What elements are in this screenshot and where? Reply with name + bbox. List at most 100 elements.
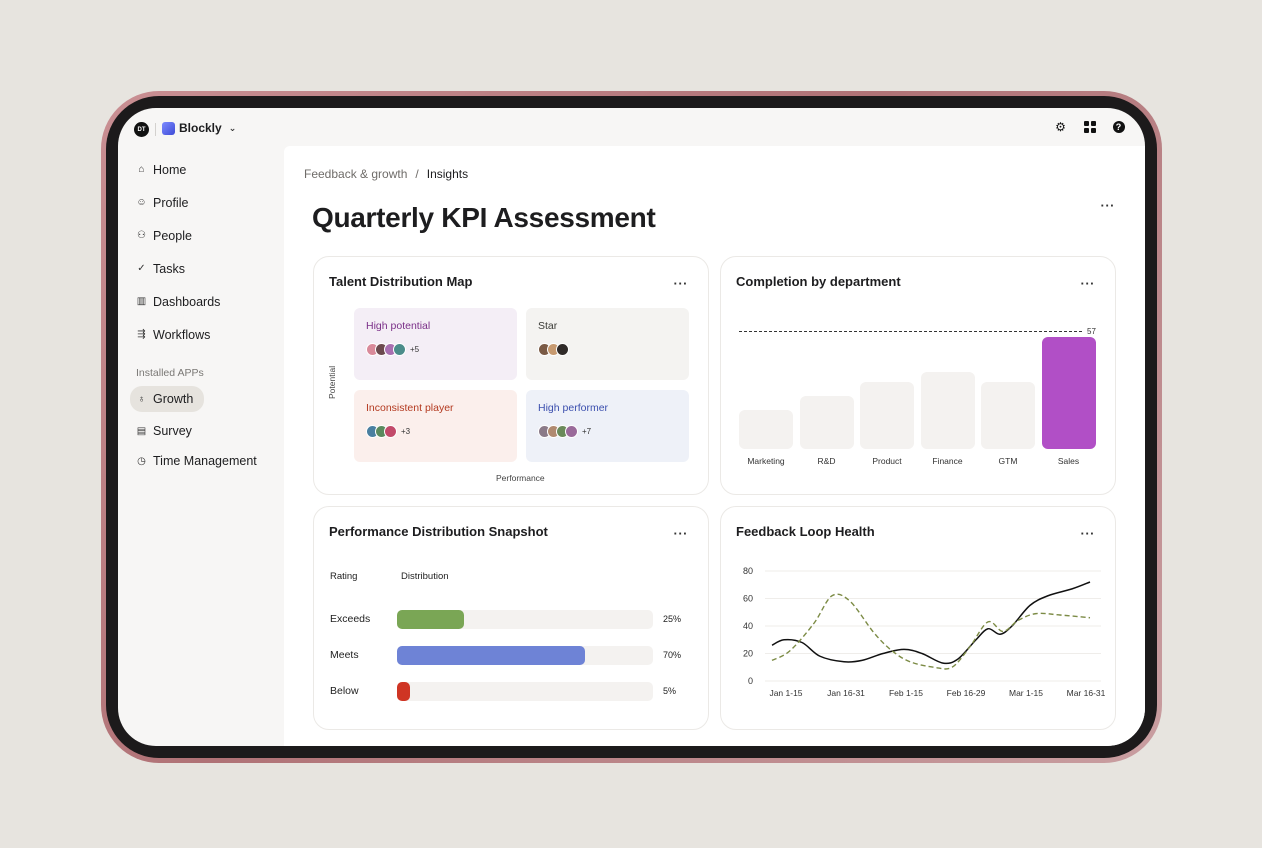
sidebar-item-label: People [153,228,192,243]
distribution-bar-below[interactable] [397,682,411,701]
sidebar-item-growth[interactable]: ♁ Growth [130,386,204,412]
sidebar-item-label: Tasks [153,261,185,276]
sidebar-item-label: Survey [153,424,192,438]
distribution-bar-exceeds[interactable] [397,610,465,629]
sidebar-item-dashboards[interactable]: ▥ Dashboards [128,285,278,318]
bar-gtm[interactable] [981,381,1035,449]
quadrant-high-potential[interactable]: High potential +5 [354,308,517,380]
card-more-button[interactable]: ··· [673,526,688,541]
sidebar-item-profile[interactable]: ☺ Profile [128,186,278,219]
sidebar: ⌂ Home ☺ Profile ⚇ People ✓ Tasks ▥ Dashboard… [128,153,278,476]
bar-finance[interactable] [920,371,975,449]
y-tick-label: 0 [748,676,753,686]
avatar-overflow-count: +3 [401,427,411,436]
breadcrumb-parent[interactable]: Feedback & growth [304,167,408,181]
completion-card: Completion by department ··· 57 Marketin… [720,256,1116,495]
bar-label: Finance [932,456,963,466]
tablet-bezel: DT Blockly ⌄ ⚙ ? ⌂ Home ☺ Profile ⚇ People … [106,96,1157,758]
rating-label: Below [330,685,359,697]
sidebar-item-time-management[interactable]: ◷ Time Management [128,446,278,476]
card-title: Performance Distribution Snapshot [329,524,548,539]
card-title: Completion by department [736,274,901,289]
workspace-avatar[interactable]: DT [134,122,149,137]
card-more-button[interactable]: ··· [673,276,688,291]
sidebar-item-tasks[interactable]: ✓ Tasks [128,252,278,285]
check-circle-icon: ✓ [137,263,146,274]
page-more-button[interactable]: ··· [1100,198,1115,213]
help-icon[interactable]: ? [1112,120,1125,133]
y-tick-label: 40 [743,621,753,631]
column-header-distribution: Distribution [401,571,449,582]
sidebar-item-label: Workflows [153,327,211,342]
avatar [565,425,578,438]
avatar-overflow-count: +7 [582,427,592,436]
avatar-overflow-count: +5 [410,345,420,354]
award-icon: ♁ [137,393,146,405]
y-tick-label: 60 [743,594,753,604]
feedback-card: 0 20 40 60 80 Jan 1-15 Jan 16-31 Feb 1-15 Feb 16… [720,506,1116,730]
bar-label: GTM [998,456,1018,466]
target-value-label: 57 [1087,327,1096,336]
bar-product[interactable] [860,381,914,449]
quadrant-label: Inconsistent player [366,402,454,414]
breadcrumb-current: Insights [426,167,469,181]
quadrant-label: High performer [538,402,609,414]
series-line-dashed [771,593,1091,670]
x-axis-label: Performance [496,473,545,483]
quadrant-inconsistent-player[interactable]: Inconsistent player +3 [354,390,517,462]
distribution-track [397,610,653,629]
card-title: Feedback Loop Health [736,524,875,539]
quadrant-high-performer[interactable]: High performer +7 [526,390,689,462]
quadrant-label: Star [538,320,558,332]
sidebar-item-survey[interactable]: ▤ Survey [128,416,278,446]
performance-card: Performance Distribution Snapshot ··· Ra… [313,506,709,730]
distribution-value: 70% [663,650,682,660]
distribution-value: 5% [663,686,677,696]
sidebar-item-label: Profile [153,195,189,210]
y-tick-label: 80 [743,566,753,576]
avatar-group [538,343,573,356]
top-bar: DT Blockly ⌄ ⚙ ? [118,108,1145,148]
apps-grid-icon[interactable] [1083,120,1096,133]
workspace-switcher[interactable]: Blockly ⌄ [162,121,236,135]
card-more-button[interactable]: ··· [1080,526,1095,541]
bar-marketing[interactable] [739,410,793,449]
cube-logo-icon [162,121,175,135]
bar-label: Marketing [747,456,785,466]
avatar-group: +3 [366,425,410,438]
main-content: Feedback & growth / Insights Quarterly KPI… [284,146,1145,746]
x-tick-label: Jan 16-31 [827,688,865,698]
gear-icon[interactable]: ⚙ [1055,119,1066,134]
column-header-rating: Rating [330,571,358,582]
avatar [384,425,397,438]
bar-r-d[interactable] [799,396,854,449]
sidebar-item-people[interactable]: ⚇ People [128,219,278,252]
bar-chart-icon: ▥ [136,296,147,307]
divider [155,123,156,136]
y-tick-label: 20 [743,649,753,659]
x-tick-label: Jan 1-15 [769,688,802,698]
quadrant-star[interactable]: Star [526,308,689,380]
rating-label: Meets [330,649,359,661]
distribution-track [397,682,653,701]
smile-icon: ☺ [136,197,147,208]
card-more-button[interactable]: ··· [1080,276,1095,291]
avatar [393,343,406,356]
app-screen: DT Blockly ⌄ ⚙ ? ⌂ Home ☺ Profile ⚇ People … [118,108,1145,746]
people-icon: ⚇ [137,230,146,241]
distribution-bar-meets[interactable] [397,646,585,665]
avatar [556,343,569,356]
sidebar-item-workflows[interactable]: ⇶ Workflows [128,318,278,351]
rating-label: Exceeds [330,613,371,625]
chevron-down-icon: ⌄ [228,122,237,133]
bar-label: Sales [1057,456,1080,466]
x-tick-label: Mar 1-15 [1009,688,1043,698]
sidebar-item-home[interactable]: ⌂ Home [128,153,278,186]
bar-sales[interactable] [1041,337,1096,449]
breadcrumb: Feedback & growth / Insights [304,167,468,181]
home-icon: ⌂ [138,164,145,175]
target-line [739,331,1082,332]
x-tick-label: Feb 1-15 [889,688,923,698]
quadrant-label: High potential [366,320,431,332]
avatar-group: +7 [538,425,591,438]
